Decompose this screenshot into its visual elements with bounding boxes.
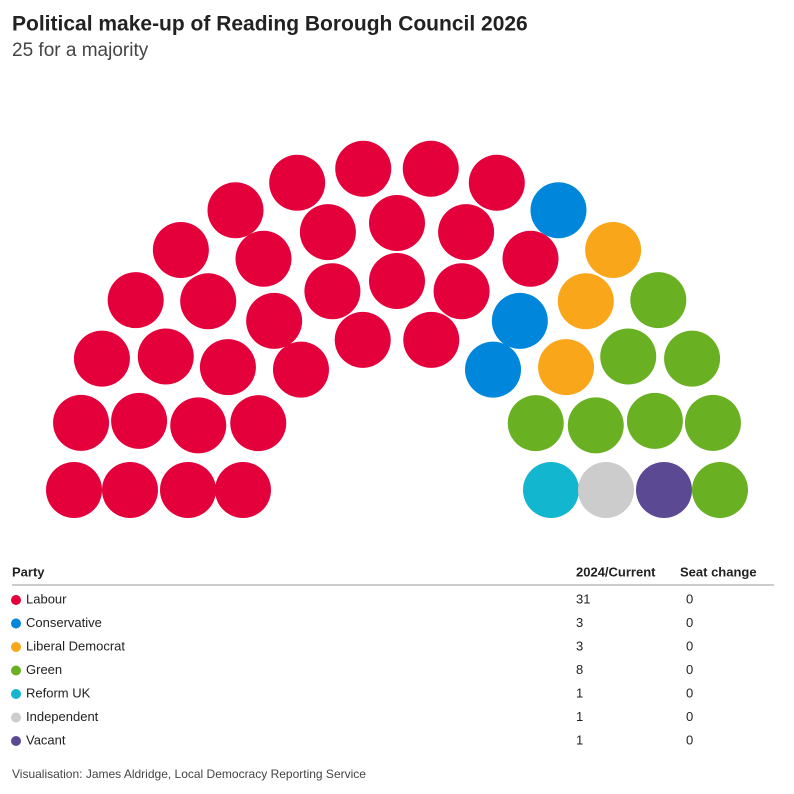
seat bbox=[402, 140, 459, 197]
seat bbox=[160, 462, 216, 518]
seat-change: 0 bbox=[686, 638, 693, 653]
party-name: Reform UK bbox=[26, 685, 91, 700]
legend-swatch bbox=[11, 642, 21, 652]
seat bbox=[152, 221, 209, 278]
current-seats: 1 bbox=[576, 709, 583, 724]
legend-swatch bbox=[11, 736, 21, 746]
legend-swatch bbox=[11, 595, 21, 605]
seat bbox=[102, 462, 158, 518]
current-seats: 31 bbox=[576, 591, 590, 606]
seat bbox=[538, 339, 595, 396]
chart-subtitle: 25 for a majority bbox=[12, 40, 149, 61]
party-name: Liberal Democrat bbox=[26, 638, 125, 653]
party-name: Labour bbox=[26, 591, 67, 606]
seat bbox=[491, 292, 548, 349]
seat bbox=[600, 328, 657, 385]
seat bbox=[507, 395, 564, 452]
seat bbox=[567, 397, 624, 454]
seat bbox=[107, 272, 164, 329]
seat bbox=[465, 341, 522, 398]
seat bbox=[170, 397, 227, 454]
seat bbox=[53, 394, 110, 451]
seat-change: 0 bbox=[686, 591, 693, 606]
seat bbox=[335, 140, 392, 197]
seat bbox=[664, 330, 721, 387]
seat bbox=[369, 195, 425, 251]
seat bbox=[207, 182, 264, 239]
current-seats: 3 bbox=[576, 638, 583, 653]
seat bbox=[630, 272, 687, 329]
seat bbox=[215, 462, 271, 518]
seat bbox=[299, 204, 356, 261]
seat-change: 0 bbox=[686, 732, 693, 747]
seat bbox=[403, 311, 460, 368]
seat bbox=[304, 263, 361, 320]
seat-change: 0 bbox=[686, 709, 693, 724]
current-seats: 3 bbox=[576, 615, 583, 630]
seat bbox=[369, 253, 425, 309]
table-header: Party bbox=[12, 564, 45, 579]
legend-swatch bbox=[11, 618, 21, 629]
current-seats: 1 bbox=[576, 732, 583, 747]
seat bbox=[246, 292, 303, 349]
seat bbox=[334, 311, 391, 368]
legend-swatch bbox=[11, 665, 21, 676]
chart-title: Political make-up of Reading Borough Cou… bbox=[12, 13, 528, 36]
seat bbox=[230, 395, 287, 452]
seat bbox=[530, 182, 587, 239]
seat bbox=[73, 330, 130, 387]
seat bbox=[502, 230, 559, 287]
seat-change: 0 bbox=[686, 615, 693, 630]
seat bbox=[557, 273, 614, 330]
seat bbox=[692, 462, 748, 518]
seat bbox=[180, 273, 237, 330]
seat bbox=[111, 392, 168, 449]
table-header: Seat change bbox=[680, 564, 757, 579]
seat bbox=[46, 462, 102, 518]
legend-swatch bbox=[11, 712, 21, 723]
legend-swatch bbox=[11, 689, 21, 699]
seat bbox=[578, 462, 634, 518]
current-seats: 1 bbox=[576, 685, 583, 700]
party-name: Conservative bbox=[26, 615, 102, 630]
seat bbox=[585, 221, 642, 278]
seat bbox=[684, 394, 741, 451]
seat bbox=[468, 154, 525, 211]
seat bbox=[438, 204, 495, 261]
seat bbox=[272, 341, 329, 398]
party-name: Green bbox=[26, 662, 62, 677]
seat bbox=[235, 230, 292, 287]
seat bbox=[523, 462, 579, 518]
seat bbox=[137, 328, 194, 385]
seat-change: 0 bbox=[686, 685, 693, 700]
party-name: Independent bbox=[26, 709, 99, 724]
seat bbox=[636, 462, 692, 518]
seat bbox=[199, 339, 256, 396]
seat bbox=[626, 392, 683, 449]
seat bbox=[433, 263, 490, 320]
seat-change: 0 bbox=[686, 662, 693, 677]
current-seats: 8 bbox=[576, 662, 583, 677]
party-name: Vacant bbox=[26, 732, 66, 747]
source: Visualisation: James Aldridge, Local Dem… bbox=[12, 767, 366, 781]
seat bbox=[269, 154, 326, 211]
table-header: 2024/Current bbox=[576, 564, 656, 579]
